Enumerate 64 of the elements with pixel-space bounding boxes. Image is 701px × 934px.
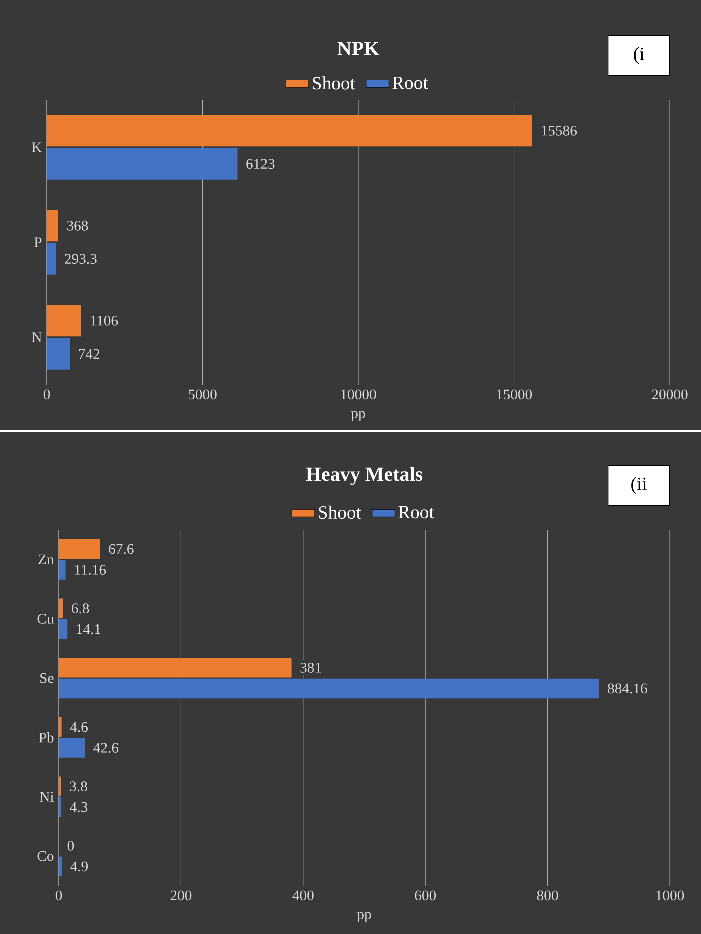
data-label: 0 xyxy=(68,841,74,851)
x-tick-label: 600 xyxy=(415,890,436,901)
bar xyxy=(59,798,62,818)
bar xyxy=(47,148,238,180)
x-tick-label: 0 xyxy=(56,890,62,901)
x-tick-label: 10000 xyxy=(341,390,376,400)
bar xyxy=(47,210,58,242)
legend-label: Shoot xyxy=(313,76,356,90)
bar xyxy=(59,856,62,877)
data-label: 4.9 xyxy=(70,862,88,872)
bar xyxy=(59,678,600,699)
text: (ii xyxy=(632,477,648,494)
bar xyxy=(59,620,68,640)
chart-title: Heavy Metals xyxy=(306,467,423,486)
data-label: 368 xyxy=(67,220,88,231)
bar xyxy=(59,717,62,738)
x-tick-label: 800 xyxy=(537,890,558,901)
y-tick-label: Cu xyxy=(38,614,54,624)
y-tick-label: N xyxy=(32,332,42,342)
x-tick-label: 400 xyxy=(292,890,314,901)
bar xyxy=(59,738,86,758)
bar xyxy=(47,338,70,370)
data-label: 67.6 xyxy=(109,544,134,554)
data-label: 42.6 xyxy=(94,743,119,754)
data-label: 293.3 xyxy=(65,254,97,264)
data-label: 6.8 xyxy=(72,604,90,614)
legend-label: Root xyxy=(392,76,428,90)
data-label: 15586 xyxy=(542,126,578,136)
x-tick-label: 1000 xyxy=(656,890,684,901)
data-label: 381 xyxy=(300,663,322,673)
x-tick-label: 15000 xyxy=(497,390,532,400)
data-label: 6123 xyxy=(246,159,275,170)
data-label: 1106 xyxy=(91,316,118,326)
bar xyxy=(59,658,292,678)
y-tick-label: Ni xyxy=(40,792,54,802)
x-tick-label: 20000 xyxy=(652,390,688,400)
bar xyxy=(47,243,56,275)
data-label: 884.16 xyxy=(608,684,648,694)
legend-label: Root xyxy=(398,506,434,519)
x-tick-label: 5000 xyxy=(188,390,217,400)
data-label: 14.1 xyxy=(77,624,101,634)
y-tick-label: Se xyxy=(40,673,54,684)
data-label: 4.3 xyxy=(70,802,88,812)
x-tick-label: 0 xyxy=(44,390,50,400)
data-label: 4.6 xyxy=(70,722,88,732)
text: (i xyxy=(634,47,644,64)
bar xyxy=(59,539,100,560)
y-tick-label: Co xyxy=(38,851,54,862)
y-tick-label: K xyxy=(32,142,42,152)
x-axis-title: pp xyxy=(357,912,372,922)
data-label: 742 xyxy=(79,349,100,359)
bar xyxy=(47,115,533,147)
chart-title: NPK xyxy=(338,42,380,56)
y-tick-label: Pb xyxy=(39,732,54,743)
bar xyxy=(59,598,64,618)
data-label: 11.16 xyxy=(75,565,106,576)
bar xyxy=(59,560,66,580)
x-tick-label: 200 xyxy=(170,890,192,901)
x-axis-title: pp xyxy=(351,411,366,422)
y-tick-label: P xyxy=(34,238,42,248)
data-label: 3.8 xyxy=(70,782,88,792)
legend-label: Shoot xyxy=(319,506,362,520)
y-tick-label: Zn xyxy=(38,554,54,564)
bar xyxy=(47,305,82,337)
